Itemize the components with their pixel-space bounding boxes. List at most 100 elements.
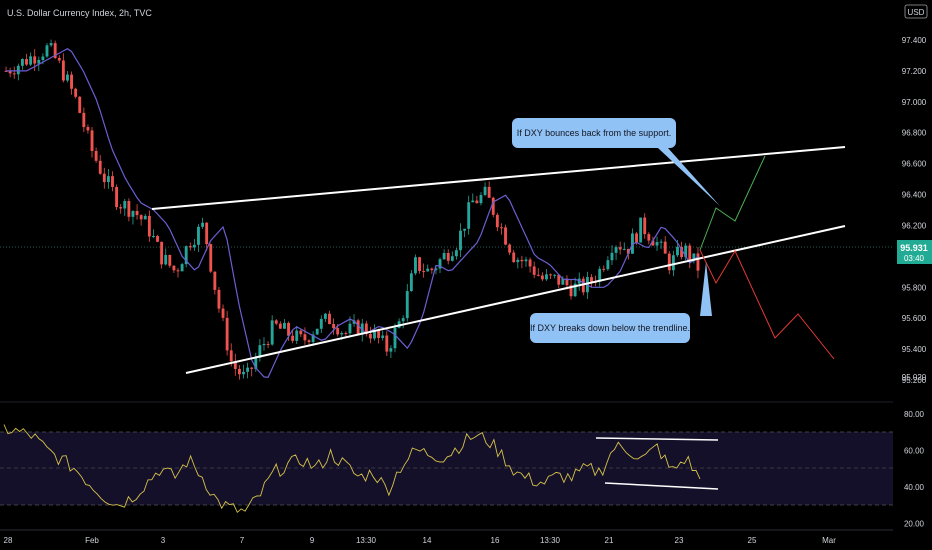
candle-body (106, 176, 110, 183)
candle-body (49, 43, 53, 46)
candle-body (479, 194, 483, 204)
candle-body (172, 265, 176, 271)
rsi-upper-channel[interactable] (595, 437, 719, 441)
candle-body (315, 328, 319, 335)
candle-body (270, 320, 274, 345)
candle-body (119, 207, 123, 209)
candle-body (336, 328, 340, 335)
candle-body (557, 274, 561, 285)
bearish-projection-path[interactable] (699, 249, 835, 360)
candle-body (536, 274, 540, 276)
currency-badge[interactable] (904, 4, 928, 19)
current-price-tag[interactable] (897, 240, 932, 264)
candlestick-series (4, 39, 700, 380)
time-tick-label: 14 (423, 536, 432, 545)
chart-title: U.S. Dollar Currency Index, 2h, TVC (7, 8, 152, 18)
candle-body (229, 350, 233, 362)
bearish-callout[interactable]: If DXY breaks down below the trendline. (530, 262, 712, 343)
upper-trendline[interactable] (151, 146, 846, 210)
candle-body (188, 246, 192, 248)
price-tick-label: 95.600 (902, 314, 927, 323)
candle-body (446, 253, 450, 261)
time-tick-label: 3 (161, 536, 166, 545)
candle-body (520, 259, 524, 262)
rsi-tick-label: 80.00 (904, 410, 925, 419)
candle-body (242, 371, 245, 375)
rsi-lower-channel[interactable] (604, 482, 719, 490)
candle-body (459, 230, 462, 251)
candle-body (102, 173, 106, 183)
candle-body (430, 268, 434, 271)
candle-body (434, 268, 438, 271)
candle-body (278, 323, 282, 329)
candle-body (53, 43, 57, 58)
candle-body (618, 247, 622, 250)
candle-body (467, 202, 471, 229)
candle-body (246, 367, 250, 372)
candle-body (307, 340, 311, 343)
time-axis-labels: 28 Feb 3 7 9 13:30 14 16 13:30 21 23 25 Mar (4, 536, 837, 545)
candle-body (635, 233, 638, 243)
candle-body (418, 257, 421, 272)
candle-body (442, 253, 446, 260)
candle-body (688, 245, 692, 262)
candle-body (8, 71, 12, 74)
candle-body (565, 278, 569, 286)
candle-body (344, 333, 348, 335)
bearish-callout-text: If DXY breaks down below the trendline. (530, 323, 690, 333)
rsi-axis-labels: 80.00 60.00 40.00 20.00 (904, 410, 925, 529)
time-tick-label: 13:30 (356, 536, 377, 545)
candle-body (553, 274, 557, 276)
candle-body (561, 278, 565, 285)
candle-body (192, 244, 196, 248)
candle-body (504, 227, 507, 245)
candle-body (471, 200, 475, 203)
bullish-projection-path[interactable] (699, 155, 766, 251)
candle-body (217, 289, 221, 309)
candle-body (201, 222, 204, 227)
candle-body (598, 268, 602, 282)
candle-body (631, 233, 634, 254)
candle-body (528, 259, 532, 267)
candle-body (41, 56, 45, 61)
candle-body (283, 322, 286, 329)
candle-body (168, 254, 172, 266)
candle-body (303, 334, 307, 341)
time-tick-label: 9 (310, 536, 315, 545)
candle-body (356, 320, 360, 335)
candle-body (352, 320, 356, 324)
candle-body (86, 127, 90, 131)
candle-body (57, 57, 61, 61)
candle-body (545, 274, 548, 280)
candle-body (311, 334, 315, 343)
rsi-tick-label: 60.00 (904, 446, 925, 455)
price-tick-label: 97.400 (902, 36, 927, 45)
price-tick-label: 96.600 (902, 160, 927, 169)
candle-body (147, 215, 151, 237)
price-tick-label: 97.200 (902, 67, 927, 76)
candle-body (573, 283, 577, 297)
candle-body (152, 236, 155, 238)
candle-body (295, 330, 299, 341)
candle-body (254, 357, 258, 369)
candle-body (389, 348, 393, 352)
lower-trendline[interactable] (185, 225, 846, 374)
candle-body (360, 323, 364, 335)
candle-body (37, 60, 41, 64)
price-tick-label: 95.020 (902, 373, 927, 382)
price-axis[interactable] (893, 0, 932, 550)
candle-body (348, 323, 352, 334)
price-tick-label: 96.800 (902, 129, 927, 138)
candle-body (16, 65, 20, 75)
candle-body (377, 329, 381, 338)
candle-body (135, 211, 139, 216)
time-tick-label: Feb (85, 536, 99, 545)
candle-body (20, 59, 24, 66)
bullish-callout[interactable]: If DXY bounces back from the support. (512, 118, 720, 206)
candle-body (368, 334, 372, 339)
candle-body (90, 130, 94, 152)
candle-body (123, 201, 127, 209)
candle-body (676, 246, 679, 256)
candle-body (266, 343, 270, 345)
